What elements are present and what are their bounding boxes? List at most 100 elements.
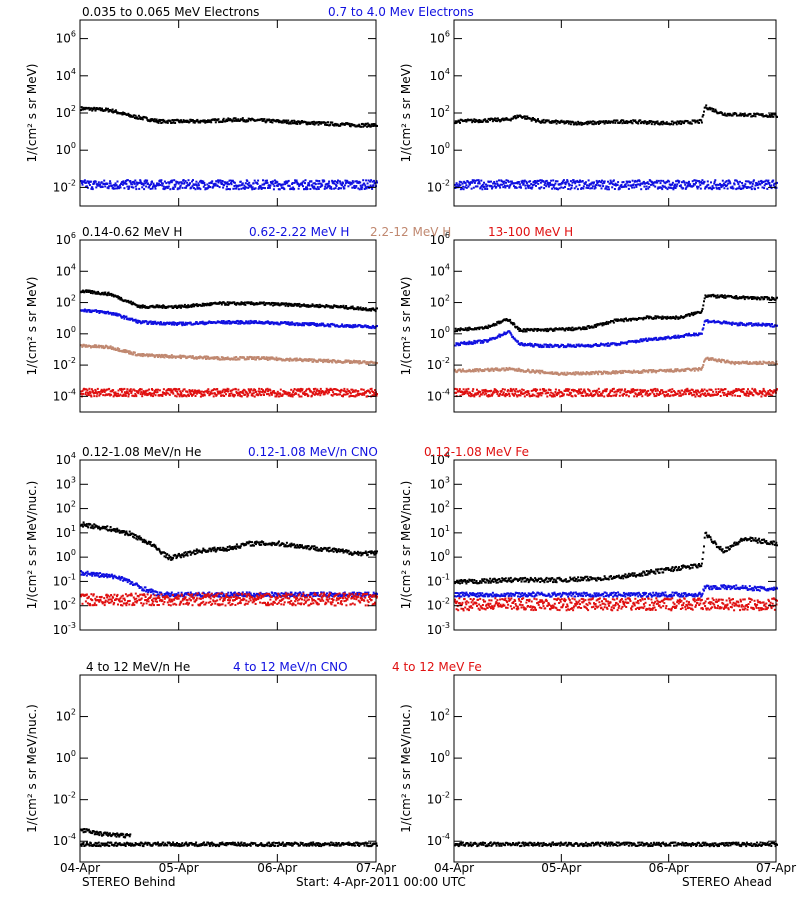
data-point <box>537 182 540 185</box>
data-point <box>469 183 471 186</box>
data-point <box>592 182 595 185</box>
data-point <box>312 388 315 390</box>
data-point <box>645 122 648 125</box>
data-point <box>316 304 319 307</box>
data-point <box>598 120 601 123</box>
data-point <box>357 187 360 190</box>
data-point <box>318 303 321 306</box>
data-point <box>245 391 248 394</box>
data-point <box>454 344 457 347</box>
data-point <box>84 309 87 312</box>
data-point <box>570 329 573 332</box>
data-point <box>604 121 607 124</box>
data-point <box>296 303 299 305</box>
data-point <box>718 186 720 189</box>
data-point <box>585 328 588 330</box>
data-point <box>198 322 201 325</box>
data-point <box>267 390 269 393</box>
data-point <box>177 182 180 185</box>
data-point <box>699 184 702 187</box>
data-point <box>175 322 178 325</box>
data-point <box>735 112 738 115</box>
data-point <box>201 320 204 323</box>
data-point <box>657 186 660 189</box>
data-point <box>529 180 532 183</box>
data-point <box>479 341 482 344</box>
data-point <box>566 344 569 347</box>
data-point <box>517 340 519 343</box>
data-point <box>360 125 363 128</box>
data-point <box>211 392 214 395</box>
data-point <box>657 179 660 182</box>
data-point <box>295 179 298 182</box>
data-point <box>141 321 144 324</box>
data-point <box>185 186 188 189</box>
data-point <box>331 389 334 392</box>
data-point <box>351 180 354 183</box>
data-point <box>535 328 538 331</box>
data-point <box>151 187 154 190</box>
data-point <box>276 390 279 393</box>
data-point <box>647 122 650 125</box>
data-point <box>569 123 572 126</box>
data-point <box>219 392 222 395</box>
data-point <box>496 321 499 324</box>
data-point <box>360 388 363 391</box>
data-point <box>512 117 514 120</box>
data-point <box>734 297 737 300</box>
data-point <box>158 118 161 121</box>
data-point <box>315 325 318 327</box>
data-point <box>190 186 193 189</box>
data-point <box>366 122 369 125</box>
data-point <box>743 115 746 118</box>
data-point <box>663 181 666 184</box>
data-point <box>357 125 360 128</box>
data-point <box>526 344 529 347</box>
data-point <box>300 387 302 390</box>
data-point <box>174 185 177 188</box>
data-point <box>697 185 700 188</box>
data-point <box>133 389 136 392</box>
data-point <box>346 180 349 183</box>
data-point <box>147 322 150 325</box>
data-point <box>320 122 323 125</box>
series-black-behind-0 <box>80 106 378 128</box>
data-point <box>682 180 685 183</box>
data-point <box>557 328 560 331</box>
data-point <box>140 388 143 391</box>
data-point <box>232 395 235 398</box>
data-point <box>202 185 205 188</box>
data-point <box>87 182 90 185</box>
data-point <box>87 309 90 311</box>
data-point <box>110 348 113 350</box>
data-point <box>138 117 141 120</box>
data-point <box>360 325 363 327</box>
data-point <box>203 182 206 184</box>
y-tick-label: 106 <box>430 30 450 46</box>
data-point <box>701 115 704 118</box>
data-point <box>287 358 290 361</box>
data-point <box>163 180 166 183</box>
data-point <box>735 295 738 297</box>
data-point <box>85 291 88 293</box>
data-point <box>688 180 690 183</box>
data-point <box>640 338 642 341</box>
data-point <box>268 356 271 359</box>
data-point <box>760 113 763 116</box>
data-point <box>164 323 167 326</box>
data-point <box>287 394 290 397</box>
data-point <box>459 188 462 191</box>
data-point <box>472 186 475 189</box>
data-point <box>93 344 96 347</box>
y-axis-label: 1/(cm² s sr MeV) <box>399 64 413 163</box>
data-point <box>317 188 320 190</box>
data-point <box>110 292 113 295</box>
data-point <box>473 181 476 184</box>
data-point <box>367 125 370 128</box>
data-point <box>85 185 88 188</box>
data-point <box>342 304 345 307</box>
data-point <box>594 185 597 188</box>
data-point <box>306 305 309 308</box>
data-point <box>192 393 194 396</box>
data-point <box>351 186 354 189</box>
